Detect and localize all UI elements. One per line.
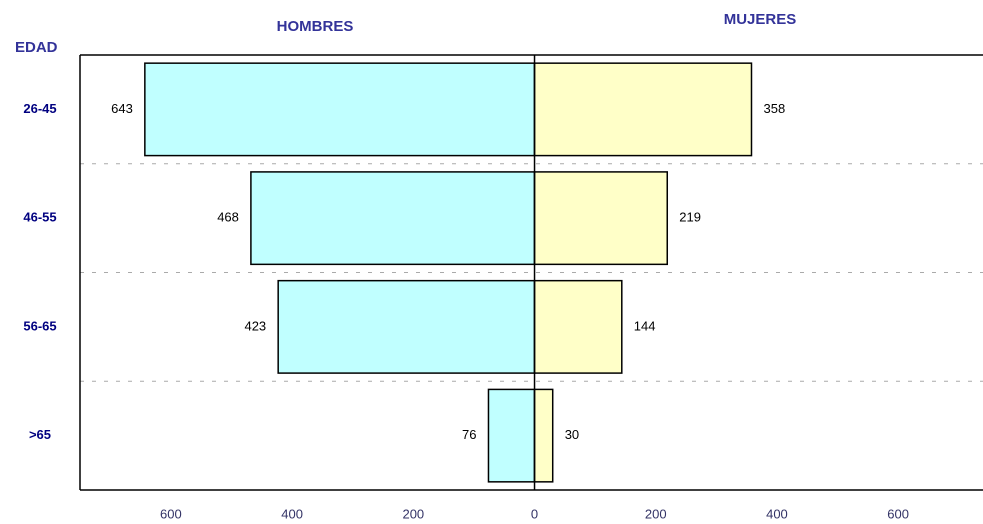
x-tick-label: 400 — [281, 506, 303, 521]
x-tick-label: 600 — [887, 506, 909, 521]
data-label: 423 — [244, 318, 266, 333]
y-axis-title: EDAD — [15, 39, 58, 56]
data-label: 76 — [462, 427, 476, 442]
bar — [250, 171, 536, 266]
bar — [487, 388, 536, 483]
bar — [533, 62, 753, 157]
x-tick-label: 600 — [160, 506, 182, 521]
category-label: 56-65 — [23, 318, 56, 333]
data-label: 358 — [763, 101, 785, 116]
data-label: 144 — [634, 318, 656, 333]
x-tick-label: 200 — [402, 506, 424, 521]
bar — [144, 62, 536, 157]
category-label: 46-55 — [23, 210, 56, 225]
category-label: 26-45 — [23, 101, 56, 116]
data-label: 219 — [679, 210, 701, 225]
bar — [533, 388, 554, 483]
bar — [533, 279, 623, 374]
series-title: MUJERES — [724, 11, 797, 28]
data-label: 30 — [565, 427, 579, 442]
bar — [277, 279, 536, 374]
x-tick-label: 200 — [645, 506, 667, 521]
data-label: 468 — [217, 210, 239, 225]
series-title: HOMBRES — [277, 18, 354, 35]
x-tick-label: 400 — [766, 506, 788, 521]
data-label: 643 — [111, 101, 133, 116]
bar — [533, 171, 669, 266]
x-tick-label: 0 — [531, 506, 538, 521]
category-label: >65 — [29, 427, 51, 442]
